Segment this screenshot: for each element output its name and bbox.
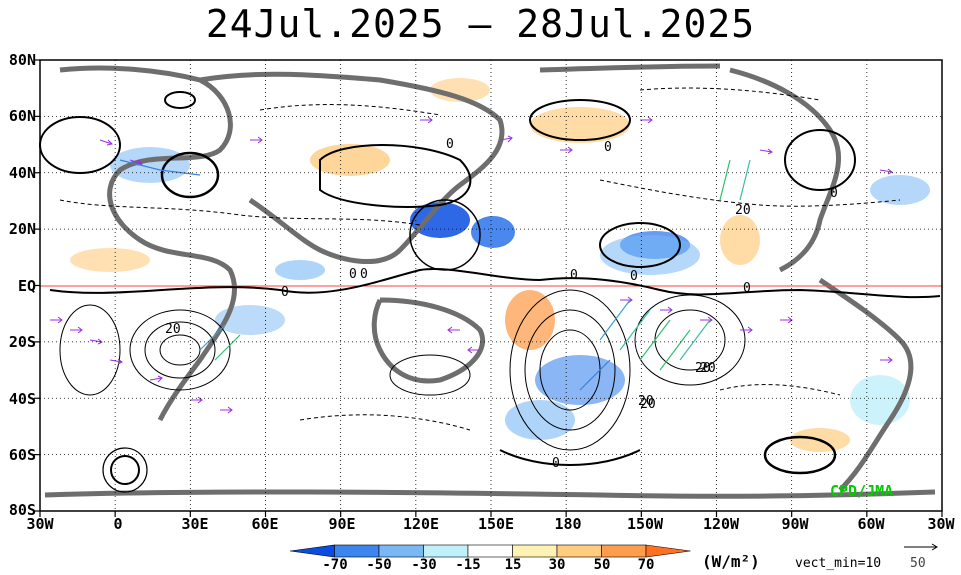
lat-label-40s: 40S xyxy=(8,390,36,408)
lon-label-150e: 150E xyxy=(477,515,515,533)
colorbar-bin xyxy=(512,544,558,558)
lat-label-20n: 20N xyxy=(8,220,36,238)
colorbar-label: -50 xyxy=(366,557,392,573)
contour-label: 0 xyxy=(446,137,454,152)
lat-label-60s: 60S xyxy=(8,446,36,464)
contour-label: 0 xyxy=(604,140,612,155)
lat-label-40n: 40N xyxy=(8,164,36,182)
lat-label-80s: 80S xyxy=(8,501,36,519)
reference-vector-label: 50 xyxy=(910,556,926,571)
lon-label-150w: 150W xyxy=(626,515,664,533)
colorbar-bin xyxy=(378,544,424,558)
colorbar-bin xyxy=(601,544,647,558)
lon-label-0: 0 xyxy=(113,515,123,533)
colorbar-bin xyxy=(645,544,691,558)
colorbar-label: -30 xyxy=(411,557,437,573)
contour-label: 0 xyxy=(570,268,578,283)
contour-label: 0 xyxy=(552,456,560,471)
vect-min-label: vect_min=10 xyxy=(795,556,882,571)
colorbar-label: -15 xyxy=(455,557,481,573)
lon-label-30w-west: 30W xyxy=(26,515,54,533)
colorbar-bin xyxy=(334,544,380,558)
contour-label: 0 xyxy=(630,269,638,284)
colorbar-label: -70 xyxy=(322,557,348,573)
map-title: 24Jul.2025 – 28Jul.2025 xyxy=(205,2,756,46)
contours xyxy=(39,87,941,493)
reference-vector-arrow xyxy=(904,543,938,551)
lon-label-120w: 120W xyxy=(702,515,740,533)
lon-label-60e: 60E xyxy=(251,515,279,533)
contour-label: 0 xyxy=(360,267,368,282)
lat-label-80n: 80N xyxy=(8,51,36,69)
lon-label-30e: 30E xyxy=(181,515,209,533)
contour-label: 0 xyxy=(281,285,289,300)
lon-label-90w: 90W xyxy=(781,515,809,533)
contour-label: 0 xyxy=(743,281,751,296)
colorbar-label: 15 xyxy=(504,557,522,573)
contour-label: 0 xyxy=(830,186,838,201)
colorbar-label: 70 xyxy=(637,557,655,573)
colorbar-label: 30 xyxy=(548,557,566,573)
contour-label: 0 xyxy=(349,267,357,282)
contour-label: 20 xyxy=(640,397,656,412)
lon-label-30w-east: 30W xyxy=(927,515,955,533)
contour-label: 20 xyxy=(735,203,751,218)
lat-label-eq: EQ xyxy=(17,277,36,295)
colorbar-label: 50 xyxy=(593,557,611,573)
colorbar-bin xyxy=(289,544,335,558)
colorbar xyxy=(289,544,691,558)
contour-label: 20 xyxy=(165,322,181,337)
coastlines xyxy=(44,63,936,499)
lon-label-90e: 90E xyxy=(328,515,356,533)
lon-label-120e: 120E xyxy=(402,515,440,533)
lat-label-60n: 60N xyxy=(8,107,36,125)
contour-label: 20 xyxy=(638,394,654,409)
colorbar-bin xyxy=(423,544,469,558)
colorbar-bin xyxy=(556,544,602,558)
wind-vectors xyxy=(50,116,893,414)
lon-label-60w: 60W xyxy=(857,515,885,533)
lon-label-180: 180 xyxy=(554,515,582,533)
units-label: (W/m²) xyxy=(702,552,760,571)
colorbar-bin xyxy=(467,544,513,558)
contour-label: 20 xyxy=(700,361,716,376)
lat-label-20s: 20S xyxy=(8,333,36,351)
axis-ticks xyxy=(34,59,943,517)
contour-label: 20 xyxy=(695,361,711,376)
credit-label: CPD/JMA xyxy=(830,482,894,500)
